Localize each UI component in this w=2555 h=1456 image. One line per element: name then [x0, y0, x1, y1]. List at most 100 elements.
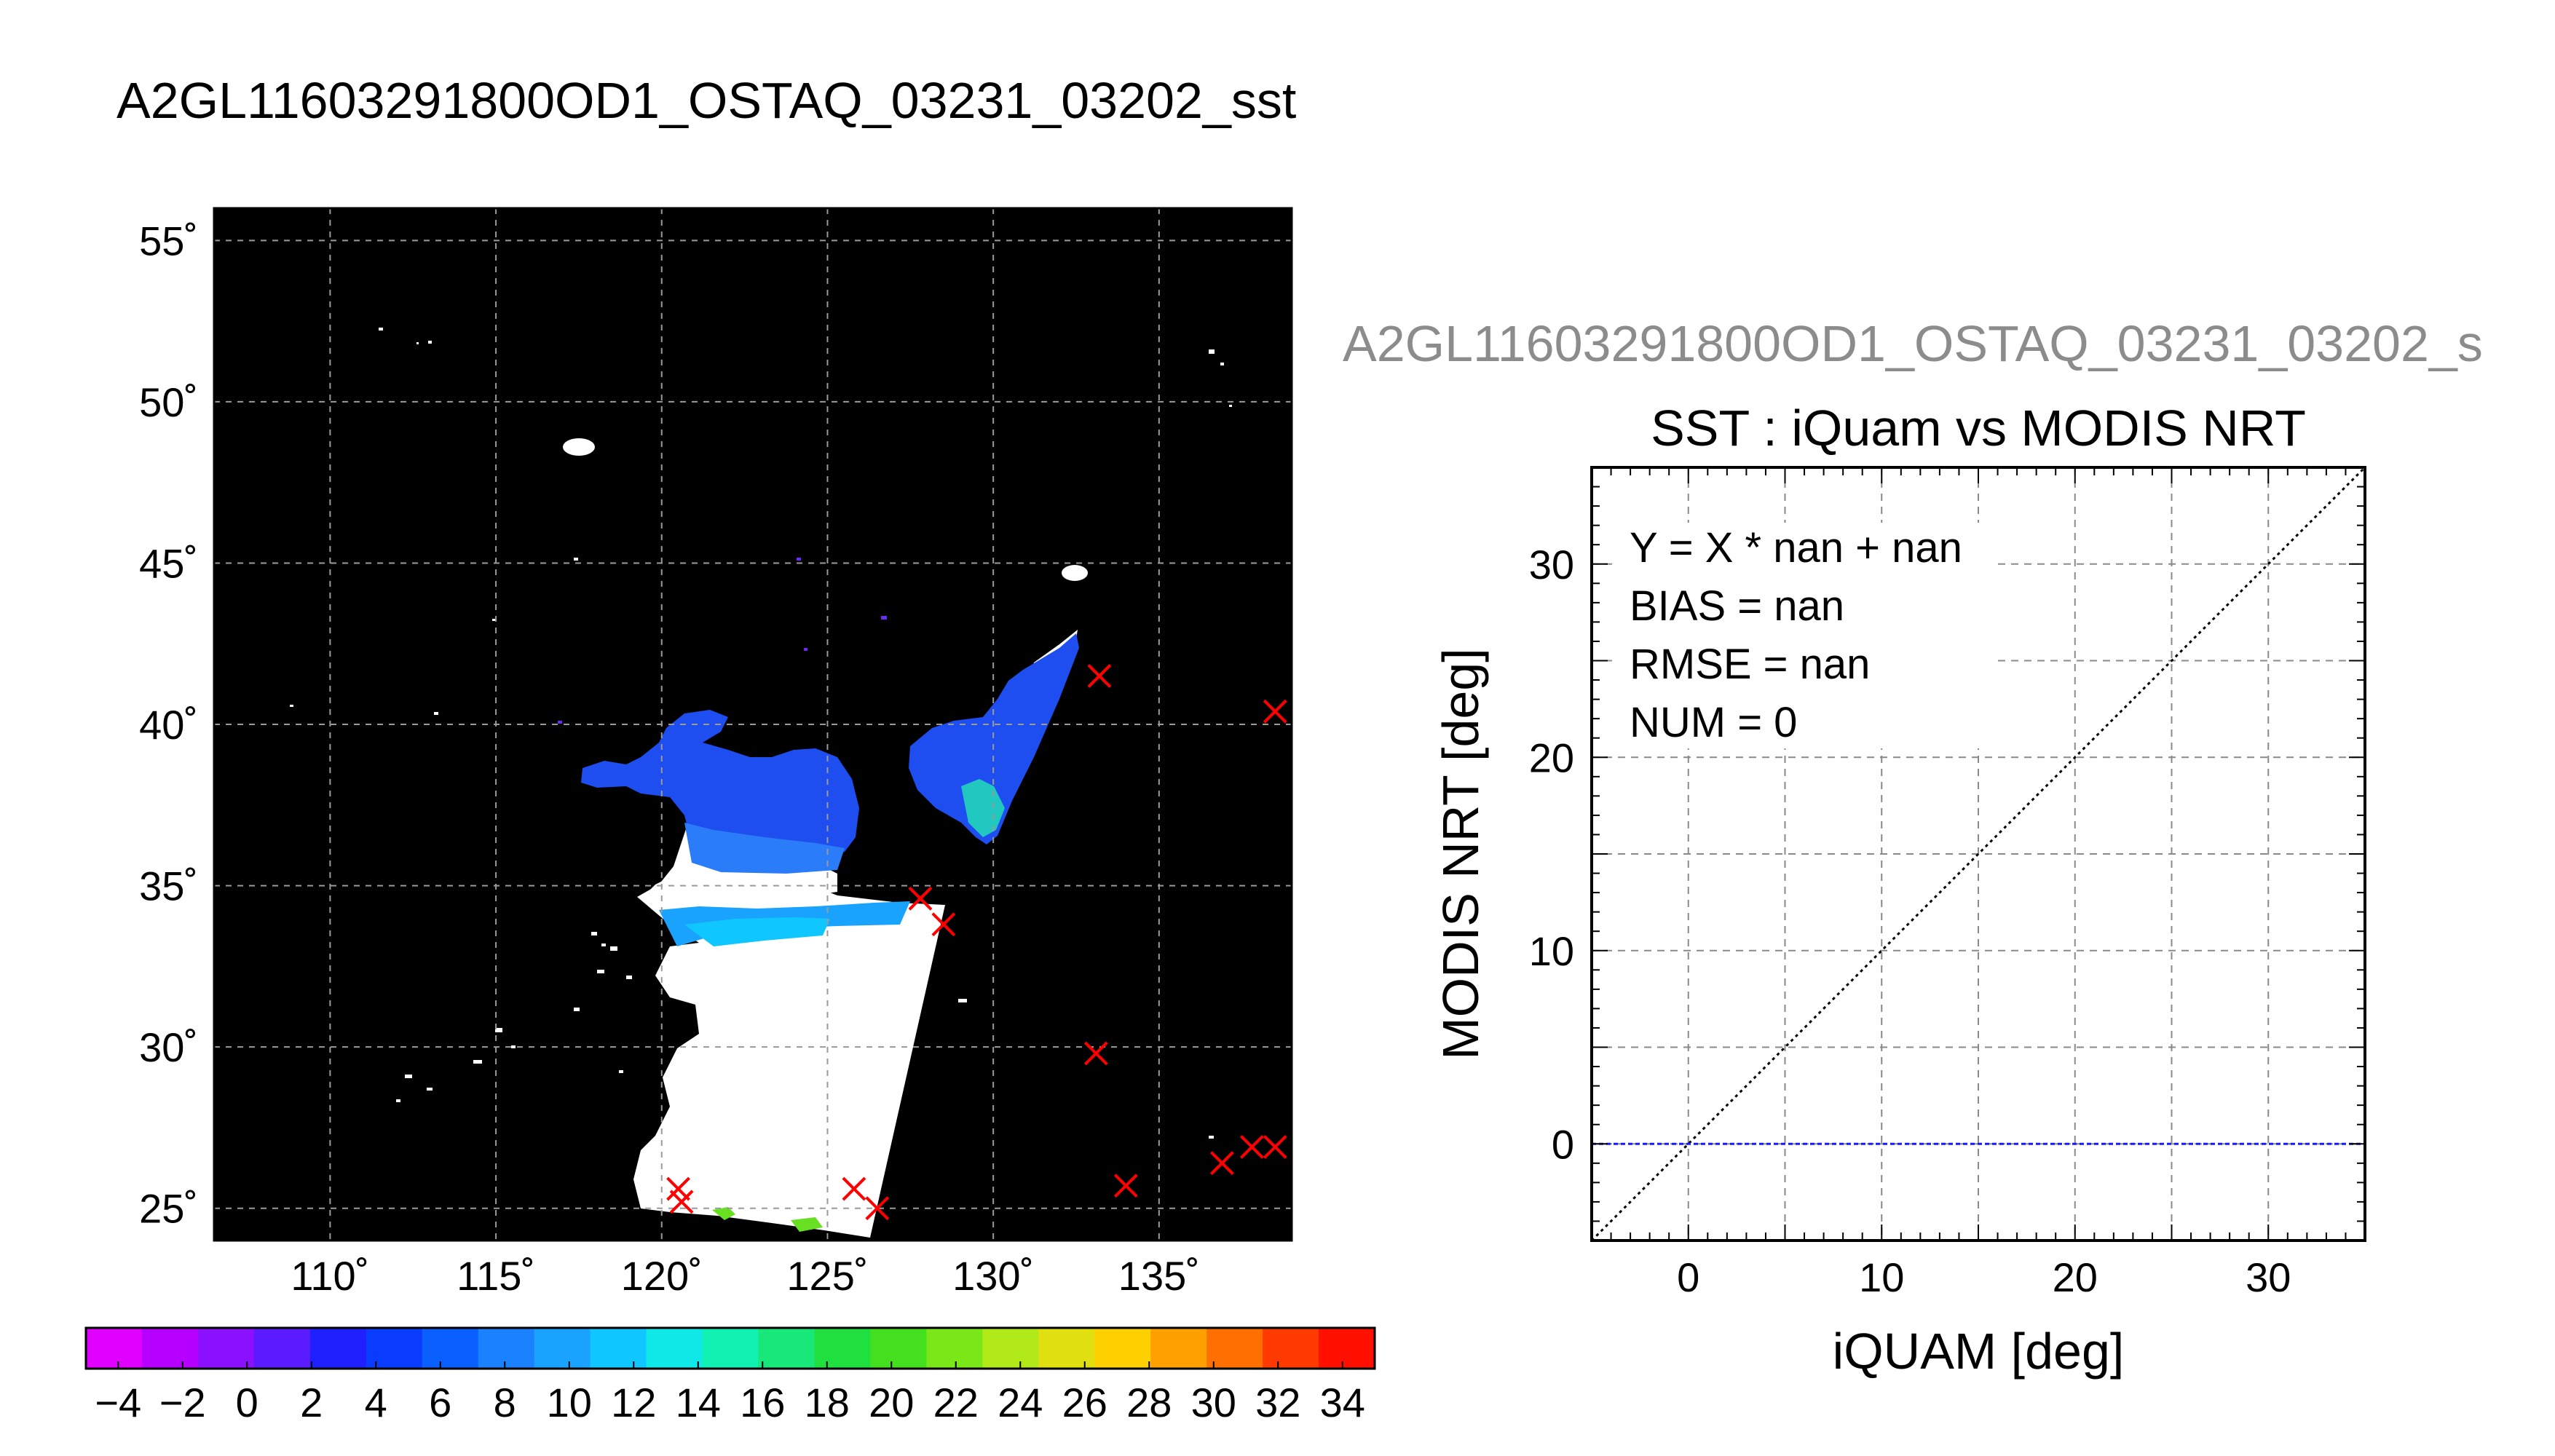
- stats-line: Y = X * nan + nan: [1630, 524, 1962, 571]
- x-tick-label: 10: [1859, 1254, 1904, 1300]
- secondary-title: A2GL11603291800OD1_OSTAQ_03231_03202_s: [1343, 315, 2483, 372]
- colorbar-cell: [590, 1328, 647, 1369]
- y-tick-labels: 0 10 20 30: [1529, 542, 1574, 1168]
- colorbar-cell: [1038, 1328, 1096, 1369]
- latitude-tick-label: 25˚: [139, 1186, 198, 1232]
- sst-specks: [558, 558, 887, 724]
- colorbar-tick-label: 22: [933, 1380, 979, 1425]
- y-tick-label: 20: [1529, 735, 1574, 780]
- buoy-marker-stroke: [1113, 1174, 1138, 1198]
- colorbar-cell: [197, 1328, 255, 1369]
- y-tick-label: 0: [1552, 1121, 1574, 1167]
- colorbar-cells: [86, 1328, 1375, 1369]
- buoy-marker: [1209, 1151, 1234, 1176]
- buoy-marker-stroke: [1239, 1135, 1264, 1159]
- buoy-markers: [666, 664, 1287, 1221]
- y-axis-label: MODIS NRT [deg]: [1432, 648, 1489, 1059]
- buoy-marker: [1087, 664, 1112, 688]
- map-frame: [213, 207, 1293, 1242]
- buoy-marker: [1263, 1135, 1287, 1159]
- sst-map: 25˚ 30˚ 35˚ 40˚ 45˚ 50˚ 55˚ 110˚ 115˚ 120˚ 125˚ 13…: [139, 207, 1293, 1299]
- stats-line: BIAS = nan: [1630, 582, 1844, 630]
- colorbar-tick-label: 10: [547, 1380, 592, 1425]
- scatter-plot: SST : iQuam vs MODIS NRT Y = X * nan + n…: [1432, 400, 2366, 1380]
- cloud-patch-north: [563, 438, 595, 456]
- latitude-tick-label: 45˚: [139, 540, 198, 586]
- sst-yellow-sea-light: [684, 823, 845, 874]
- colorbar-cell: [758, 1328, 816, 1369]
- longitude-tick-label: 130˚: [952, 1253, 1034, 1299]
- buoy-marker: [931, 912, 956, 937]
- colorbar-tick-label: 30: [1191, 1380, 1236, 1425]
- x-tick-label: 30: [2246, 1254, 2291, 1300]
- colorbar-tick-label: 6: [429, 1380, 451, 1425]
- colorbar-tick-label: 20: [869, 1380, 914, 1425]
- colorbar-tick-label: 32: [1255, 1380, 1300, 1425]
- buoy-marker: [865, 1196, 890, 1221]
- colorbar-frame: [84, 1326, 1376, 1370]
- x-tick-labels: 0 10 20 30: [1677, 1254, 2291, 1300]
- scatter-title: SST : iQuam vs MODIS NRT: [1651, 400, 2306, 456]
- stats-box: Y = X * nan + nan BIAS = nan RMSE = nan NUM…: [1618, 523, 1997, 748]
- longitude-tick-label: 135˚: [1118, 1253, 1200, 1299]
- x-tick-label: 20: [2053, 1254, 2098, 1300]
- colorbar-cell: [870, 1328, 928, 1369]
- buoy-marker-stroke: [931, 912, 956, 937]
- sst-bohai-yellow-sea: [581, 710, 859, 855]
- buoy-marker-stroke: [842, 1176, 866, 1201]
- longitude-tick-label: 120˚: [621, 1253, 703, 1299]
- colorbar-tick-label: −2: [159, 1380, 206, 1425]
- buoy-marker: [908, 886, 933, 911]
- buoy-marker-stroke: [666, 1176, 690, 1201]
- longitude-tick-label: 110˚: [291, 1253, 369, 1299]
- scatter-minor-ticks: [1591, 467, 2366, 1241]
- buoy-marker: [1239, 1135, 1264, 1159]
- colorbar-cell: [982, 1328, 1040, 1369]
- colorbar-tick-label: 0: [236, 1380, 258, 1425]
- colorbar-tick-labels: −4 −2 0 2 4 6 8 10 12 14 16 18 20 22 24 26 28 30 32 34: [95, 1361, 1365, 1425]
- y-tick-label: 10: [1529, 928, 1574, 974]
- colorbar-tick-label: 8: [494, 1380, 516, 1425]
- colorbar-tick-label: 14: [676, 1380, 721, 1425]
- colorbar-tick-label: 28: [1126, 1380, 1172, 1425]
- colorbar-cell: [86, 1328, 143, 1369]
- colorbar-cell: [814, 1328, 872, 1369]
- colorbar-tick-label: 26: [1062, 1380, 1107, 1425]
- sst-taiwan-strait-green: [712, 1207, 823, 1232]
- latitude-tick-labels: 25˚ 30˚ 35˚ 40˚ 45˚ 50˚ 55˚: [139, 218, 198, 1231]
- colorbar-cell: [534, 1328, 591, 1369]
- colorbar-tick-label: 12: [611, 1380, 656, 1425]
- longitude-tick-labels: 110˚ 115˚ 120˚ 125˚ 130˚ 135˚: [291, 1253, 1199, 1299]
- latitude-tick-label: 35˚: [139, 863, 198, 909]
- colorbar-tick-label: 16: [740, 1380, 785, 1425]
- stats-line: NUM = 0: [1630, 699, 1797, 746]
- colorbar-cell: [1094, 1328, 1152, 1369]
- one-to-one-line: [1592, 467, 2365, 1241]
- colorbar-cell: [253, 1328, 311, 1369]
- buoy-marker: [669, 1190, 694, 1214]
- sst-sea-of-japan: [909, 633, 1079, 844]
- colorbar-cell: [646, 1328, 703, 1369]
- colorbar-cell: [1319, 1328, 1375, 1369]
- buoy-marker: [1263, 699, 1287, 724]
- colorbar-tick-label: −4: [95, 1380, 141, 1425]
- x-axis-label: iQUAM [deg]: [1833, 1323, 2125, 1380]
- buoy-marker-stroke: [1087, 664, 1112, 688]
- colorbar-cell: [366, 1328, 423, 1369]
- colorbar-tick-label: 4: [365, 1380, 387, 1425]
- colorbar-cell: [1263, 1328, 1320, 1369]
- colorbar-tick-label: 34: [1320, 1380, 1365, 1425]
- sst-east-china-sea-cyan: [684, 917, 830, 946]
- buoy-marker-stroke: [1209, 1151, 1234, 1176]
- cloud-specks: [290, 328, 1232, 1139]
- buoy-marker: [1113, 1174, 1138, 1198]
- main-title: A2GL11603291800OD1_OSTAQ_03231_03202_sst: [117, 72, 1296, 129]
- colorbar-cell: [1150, 1328, 1208, 1369]
- latitude-tick-label: 40˚: [139, 702, 198, 748]
- buoy-marker-stroke: [908, 886, 933, 911]
- buoy-marker: [842, 1176, 866, 1201]
- colorbar-cell: [926, 1328, 984, 1369]
- reference-lines: [1592, 467, 2365, 1241]
- stats-line: RMSE = nan: [1630, 641, 1870, 688]
- colorbar-tick-label: 2: [300, 1380, 323, 1425]
